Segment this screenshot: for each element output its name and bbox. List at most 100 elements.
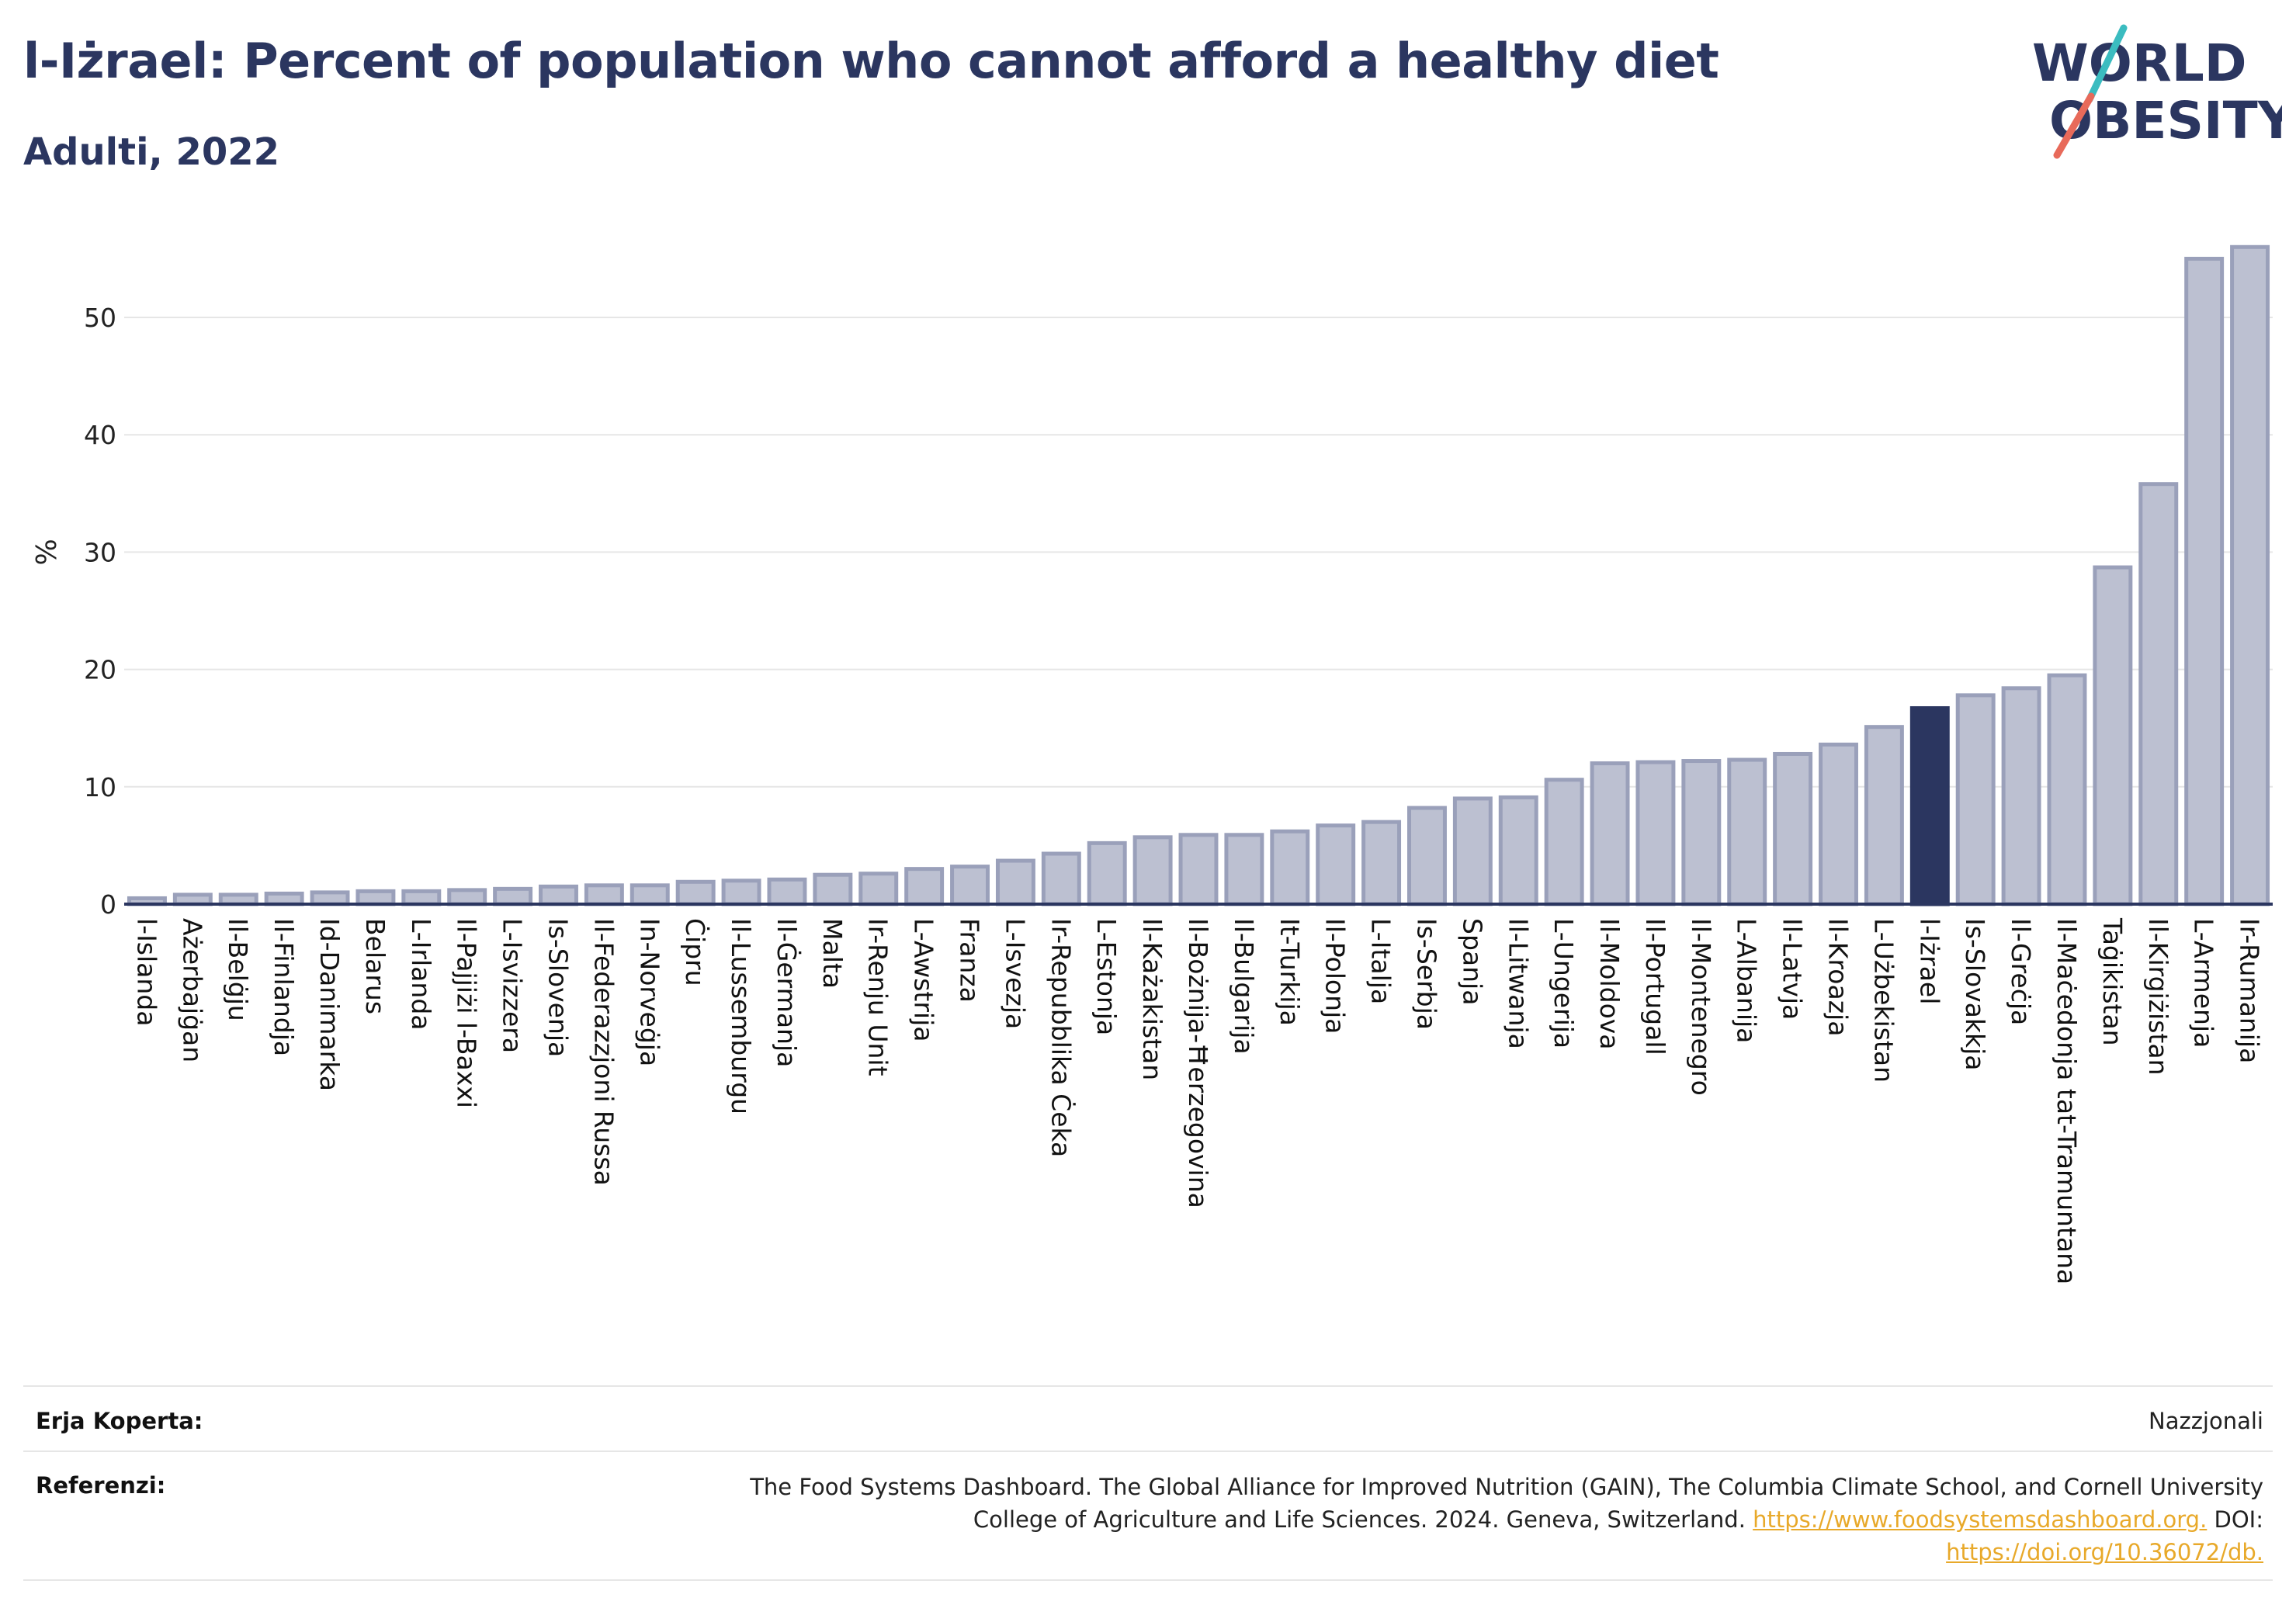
x-tick-label: Il-Kroazja bbox=[1823, 918, 1854, 1036]
grid-layer bbox=[124, 317, 2273, 788]
x-tick-label: L-Armenja bbox=[2189, 918, 2219, 1048]
x-tick-label: Il-Polonja bbox=[1320, 918, 1351, 1034]
y-tick-label: 30 bbox=[84, 537, 116, 567]
x-tick-label: Ir-Rumanija bbox=[2235, 918, 2265, 1063]
references-line-2: College of Agriculture and Life Sciences… bbox=[973, 1506, 1746, 1533]
doi-link[interactable]: https://doi.org/10.36072/db. bbox=[1946, 1539, 2263, 1565]
x-tick-label: Il-Pajjiżi l-Baxxi bbox=[452, 918, 482, 1108]
doi-label: DOI: bbox=[2214, 1506, 2263, 1533]
bar bbox=[1452, 796, 1493, 906]
bars-layer bbox=[127, 244, 2270, 906]
bar bbox=[2001, 686, 2041, 906]
y-axis-label: % bbox=[31, 539, 63, 565]
x-tick-label: L-Ungerija bbox=[1549, 918, 1579, 1048]
references-text: The Food Systems Dashboard. The Global A… bbox=[556, 1471, 2263, 1568]
x-tick-label: Il-Moldova bbox=[1594, 918, 1625, 1050]
bar bbox=[539, 884, 578, 906]
bar bbox=[1819, 742, 1858, 906]
bar bbox=[1681, 759, 1722, 906]
x-tick-label: Il-Bulgarija bbox=[1229, 918, 1259, 1055]
x-tick-label: L-Albanija bbox=[1732, 918, 1762, 1043]
bar bbox=[1178, 833, 1219, 906]
coverage-label: Erja Koperta: bbox=[36, 1408, 203, 1434]
bar bbox=[1955, 693, 1996, 906]
bar bbox=[584, 883, 624, 906]
bar bbox=[310, 890, 350, 906]
x-tick-label: Il-Montenegro bbox=[1686, 918, 1716, 1096]
x-tick-label: L-Isvezja bbox=[1000, 918, 1030, 1029]
bar bbox=[2184, 256, 2225, 906]
x-tick-label: Il-Federazzjoni Russa bbox=[588, 918, 619, 1186]
bar bbox=[1909, 705, 1950, 906]
x-tick-label: Il-Finlandja bbox=[269, 918, 299, 1056]
references-line-1: The Food Systems Dashboard. The Global A… bbox=[750, 1474, 2263, 1500]
bar bbox=[1727, 757, 1767, 906]
bar bbox=[447, 888, 487, 906]
x-tick-label: Belarus bbox=[360, 918, 390, 1014]
labels-layer: 0 10 20 30 40 50% l-Islanda Ażerbajġan Il-Belġju… bbox=[31, 303, 2265, 1284]
bar bbox=[1132, 835, 1173, 906]
logo-slash-bottom bbox=[2053, 92, 2095, 159]
footer-divider-bottom bbox=[23, 1579, 2273, 1581]
logo-text-world: WORLD bbox=[2032, 33, 2247, 93]
x-tick-label: Spanja bbox=[1457, 918, 1487, 1005]
bar bbox=[675, 879, 716, 906]
bar bbox=[950, 865, 990, 906]
bar bbox=[813, 872, 853, 906]
chart-subtitle: Adulti, 2022 bbox=[23, 130, 280, 174]
x-tick-label: Ir-Repubblika Ċeka bbox=[1046, 918, 1077, 1157]
x-tick-label: Ir-Renju Unit bbox=[863, 918, 893, 1076]
x-tick-label: Is-Slovakkja bbox=[1960, 918, 1990, 1071]
x-tick-label: Il-Ġermanja bbox=[772, 918, 803, 1067]
x-tick-label: Malta bbox=[817, 918, 848, 989]
bar bbox=[355, 889, 396, 906]
bar bbox=[1406, 806, 1447, 906]
bar bbox=[767, 877, 807, 906]
y-tick-label: 20 bbox=[84, 655, 116, 685]
x-tick-label: L-Irlanda bbox=[406, 918, 436, 1031]
bar bbox=[1087, 840, 1127, 906]
x-tick-label: Il-Greċja bbox=[2006, 918, 2036, 1025]
bar bbox=[721, 879, 761, 906]
bar bbox=[1635, 760, 1676, 906]
x-tick-label: Ażerbajġan bbox=[177, 918, 207, 1062]
bar bbox=[1041, 851, 1081, 906]
x-tick-label: L-Italja bbox=[1366, 918, 1396, 1004]
dashboard-link[interactable]: https://www.foodsystemsdashboard.org. bbox=[1753, 1506, 2208, 1533]
bar bbox=[2138, 482, 2179, 906]
bar bbox=[493, 886, 533, 906]
world-obesity-logo: WORLD OBESITY bbox=[2032, 24, 2282, 159]
y-tick-label: 40 bbox=[84, 420, 116, 450]
bar bbox=[858, 872, 899, 906]
bar bbox=[629, 883, 670, 906]
x-tick-label: L-Użbekistan bbox=[1868, 918, 1899, 1083]
x-tick-label: Franza bbox=[955, 918, 985, 1003]
bar bbox=[1864, 725, 1904, 906]
x-tick-label: Il-Portugall bbox=[1640, 918, 1670, 1055]
x-tick-label: Il-Kirgiżistan bbox=[2143, 918, 2173, 1075]
bar bbox=[904, 867, 945, 906]
y-tick-label: 50 bbox=[84, 303, 116, 333]
y-tick-label: 0 bbox=[100, 889, 116, 920]
chart-title: l-Iżrael: Percent of population who cann… bbox=[23, 33, 1719, 89]
bar bbox=[264, 891, 304, 906]
bar bbox=[1498, 795, 1538, 906]
bar bbox=[2047, 673, 2087, 906]
bar bbox=[1590, 761, 1630, 906]
bar bbox=[1773, 751, 1813, 906]
coverage-value: Nazzjonali bbox=[2149, 1408, 2263, 1434]
x-tick-label: L-Estonja bbox=[1091, 918, 1122, 1035]
bar bbox=[401, 889, 442, 906]
bar bbox=[1316, 823, 1356, 906]
x-tick-label: Id-Danimarka bbox=[314, 918, 345, 1091]
x-tick-label: l-Iżrael bbox=[1914, 918, 1944, 1004]
bar bbox=[995, 858, 1035, 906]
x-tick-label: Il-Lussemburgu bbox=[726, 918, 756, 1114]
footer-divider-top bbox=[23, 1385, 2273, 1387]
y-tick-label: 10 bbox=[84, 772, 116, 802]
x-tick-label: Il-Latvja bbox=[1777, 918, 1808, 1020]
x-tick-label: L-Awstrija bbox=[909, 918, 939, 1041]
x-tick-label: Il-Bożnija-Ħerzegovina bbox=[1183, 918, 1213, 1208]
bar bbox=[1544, 778, 1584, 906]
x-tick-label: Ċipru bbox=[680, 918, 711, 986]
